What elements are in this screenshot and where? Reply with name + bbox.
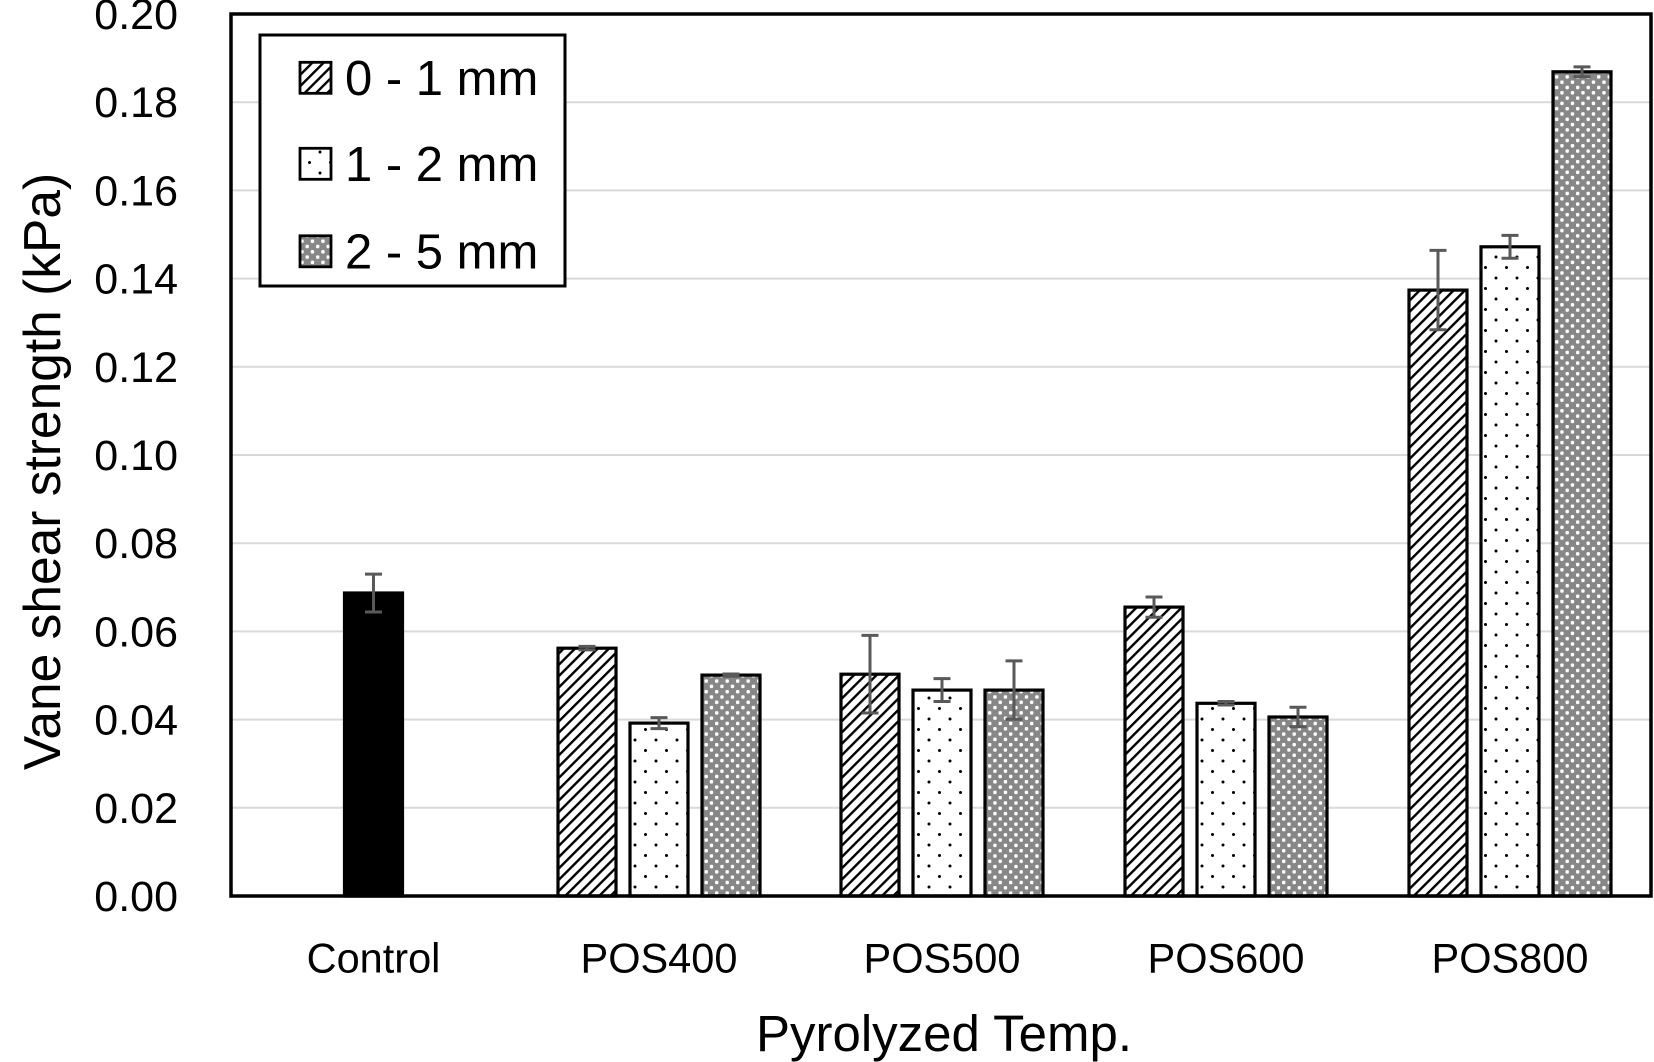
svg-text:2 - 5 mm: 2 - 5 mm <box>345 226 538 280</box>
svg-text:POS500: POS500 <box>864 935 1021 982</box>
svg-text:0.14: 0.14 <box>94 256 178 304</box>
svg-text:Vane shear strength (kPa): Vane shear strength (kPa) <box>13 173 71 770</box>
svg-text:0.12: 0.12 <box>94 344 178 392</box>
svg-text:1 - 2 mm: 1 - 2 mm <box>345 138 538 192</box>
svg-text:0 - 1 mm: 0 - 1 mm <box>345 52 538 106</box>
svg-text:0.02: 0.02 <box>94 785 178 833</box>
svg-text:0.06: 0.06 <box>94 608 178 656</box>
svg-text:0.10: 0.10 <box>94 432 178 480</box>
svg-text:Pyrolyzed Temp.: Pyrolyzed Temp. <box>756 1005 1132 1062</box>
svg-text:POS400: POS400 <box>581 935 738 982</box>
svg-text:0.04: 0.04 <box>94 697 178 745</box>
svg-text:0.08: 0.08 <box>94 520 178 568</box>
svg-text:POS800: POS800 <box>1432 935 1589 982</box>
svg-text:POS600: POS600 <box>1148 935 1305 982</box>
svg-text:0.16: 0.16 <box>94 167 178 215</box>
svg-text:0.00: 0.00 <box>94 873 178 921</box>
svg-text:0.20: 0.20 <box>94 0 178 39</box>
svg-text:Control: Control <box>307 935 441 982</box>
svg-text:0.18: 0.18 <box>94 79 178 127</box>
